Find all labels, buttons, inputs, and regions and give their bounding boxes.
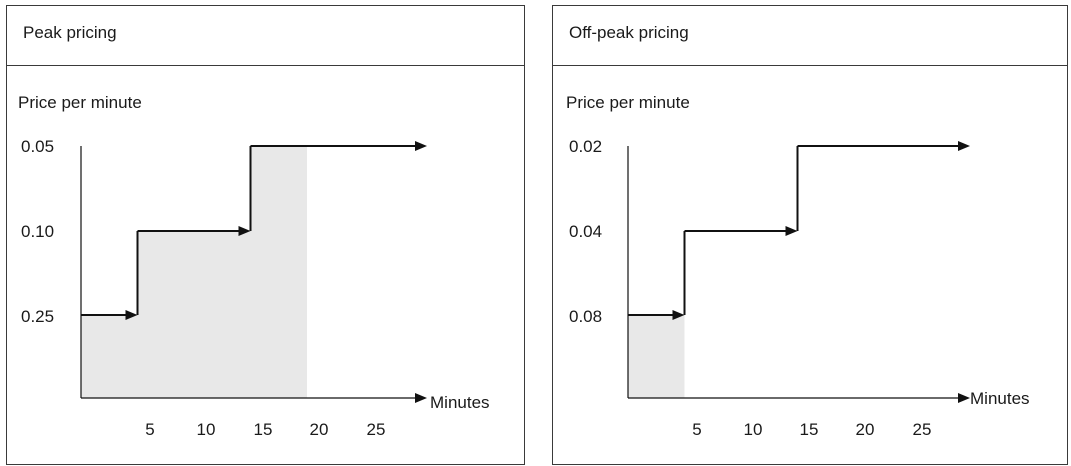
y-tick-label: 0.05 [21, 137, 54, 156]
arrowhead [415, 393, 427, 403]
y-axis-label: Price per minute [18, 93, 142, 112]
panel-title: Off-peak pricing [553, 6, 1067, 66]
shaded-cost-area [628, 315, 685, 398]
y-axis-label: Price per minute [566, 93, 690, 112]
x-tick-label: 5 [692, 420, 701, 439]
peak-pricing-panel: Peak pricing Price per minute 0.05 0.10 … [6, 5, 525, 465]
x-tick-label: 5 [145, 420, 154, 439]
arrowhead [958, 141, 970, 151]
y-tick-label: 0.02 [569, 137, 602, 156]
x-tick-label: 20 [310, 420, 329, 439]
y-tick-label: 0.08 [569, 307, 602, 326]
shaded-cost-area [81, 146, 307, 398]
x-tick-label: 10 [197, 420, 216, 439]
arrowhead [238, 226, 251, 236]
x-tick-label: 15 [800, 420, 819, 439]
x-axis-label: Minutes [430, 393, 490, 412]
x-tick-label: 25 [367, 420, 386, 439]
x-tick-label: 25 [913, 420, 932, 439]
arrowhead [125, 310, 138, 320]
y-tick-label: 0.04 [569, 222, 602, 241]
x-tick-label: 15 [254, 420, 273, 439]
x-tick-label: 20 [856, 420, 875, 439]
arrowhead [415, 141, 427, 151]
off-peak-pricing-chart: Price per minute 0.02 0.04 0.08 5 10 15 … [566, 93, 1030, 439]
peak-pricing-chart: Price per minute 0.05 0.10 0.25 5 10 15 … [18, 93, 490, 439]
x-axis-label: Minutes [970, 389, 1030, 408]
arrowhead [958, 393, 970, 403]
off-peak-pricing-panel: Off-peak pricing Price per minute 0.02 0… [552, 5, 1068, 465]
y-tick-label: 0.25 [21, 307, 54, 326]
arrowhead [785, 226, 798, 236]
panel-title: Peak pricing [7, 6, 524, 66]
x-tick-label: 10 [744, 420, 763, 439]
arrowhead [672, 310, 685, 320]
y-tick-label: 0.10 [21, 222, 54, 241]
